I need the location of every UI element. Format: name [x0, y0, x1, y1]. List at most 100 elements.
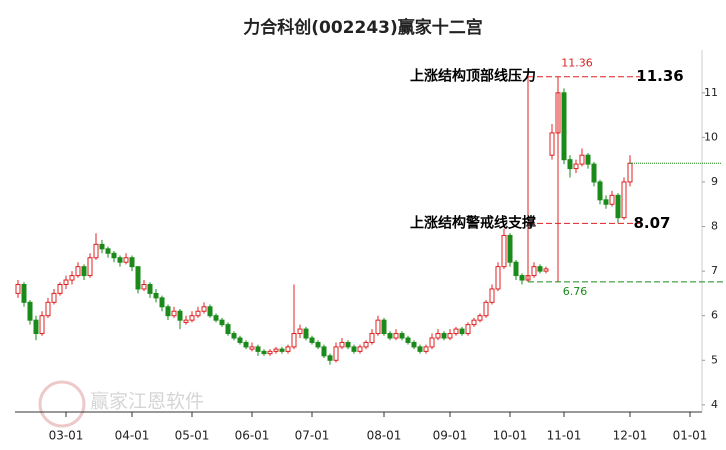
level-value-small: 11.36 [561, 57, 593, 70]
candle-body [459, 328, 465, 335]
candle-body [519, 275, 525, 281]
candle-body [591, 163, 597, 183]
candle-body [249, 346, 255, 350]
candle-body [351, 346, 357, 352]
candle-body [441, 333, 447, 339]
candle-body [183, 319, 189, 323]
y-tick-label: 6 [711, 309, 718, 322]
level-label: 上涨结构顶部线压力 [410, 68, 536, 85]
x-tick-label: 11-01 [547, 429, 582, 443]
candle-body [165, 306, 171, 317]
candle-body [609, 194, 615, 205]
candle-body [621, 181, 627, 219]
candle-body [135, 266, 141, 290]
candle-body [285, 346, 291, 352]
candle-body [111, 252, 117, 259]
candle-body [219, 319, 225, 326]
candle-body [87, 257, 93, 277]
candle-body [147, 283, 153, 294]
candle-body [453, 328, 459, 335]
candle-body [411, 341, 417, 348]
candle-body [231, 333, 237, 339]
candle-body [501, 234, 507, 268]
candle-body [141, 283, 147, 290]
candle-body [579, 154, 585, 165]
candle-body [261, 350, 267, 355]
candle-body [207, 306, 213, 317]
candle-body [447, 333, 453, 339]
candle-body [345, 341, 351, 348]
candle-body [369, 333, 375, 343]
candle-body [339, 341, 345, 348]
candle-body [267, 350, 273, 355]
candle-body [585, 154, 591, 165]
candle-body [393, 333, 399, 339]
y-tick-label: 5 [711, 353, 718, 366]
candle-body [201, 306, 207, 312]
candle-body [291, 333, 297, 348]
x-tick-label: 03-01 [49, 429, 84, 443]
candle-body [597, 181, 603, 201]
candle-body [27, 301, 33, 321]
candle-body [549, 132, 555, 156]
x-tick-label: 05-01 [175, 429, 210, 443]
candle-body [81, 266, 87, 277]
candle-body [543, 268, 549, 272]
candle-body [321, 346, 327, 357]
candle-body [45, 301, 51, 317]
candle-body [129, 257, 135, 268]
x-tick-label: 04-01 [115, 429, 150, 443]
y-tick-label: 8 [711, 220, 718, 233]
candle-body [561, 92, 567, 161]
candle-body [273, 348, 279, 352]
candle-body [387, 333, 393, 339]
candle-body [297, 328, 303, 335]
watermark: 赢家江恩软件 [38, 380, 204, 428]
candle-body [477, 315, 483, 321]
chart-title: 力合科创(002243)赢家十二宫 [243, 17, 483, 38]
y-tick-label: 4 [711, 398, 718, 411]
candle-body [57, 283, 63, 294]
x-tick-label: 06-01 [235, 429, 270, 443]
candle-body [237, 337, 243, 343]
watermark-text: 赢家江恩软件 [90, 391, 204, 413]
candle-body [21, 283, 27, 303]
candle-body [315, 341, 321, 348]
candle-body [405, 337, 411, 343]
candle-body [489, 288, 495, 303]
candle-body [495, 266, 501, 290]
candle-body [123, 257, 129, 263]
candle-body [399, 333, 405, 339]
candle-body [243, 341, 249, 348]
candle-body [213, 315, 219, 321]
x-tick-label: 10-01 [493, 429, 528, 443]
candle-body [507, 234, 513, 263]
candle-body [33, 319, 39, 335]
candle-body [105, 248, 111, 254]
candle-body [429, 337, 435, 348]
candle-body [381, 319, 387, 335]
x-tick-label: 01-01 [673, 429, 708, 443]
candle-body [177, 310, 183, 321]
candle-body [363, 341, 369, 348]
watermark-logo [38, 380, 86, 428]
candle-body [435, 333, 441, 339]
candle-body [531, 266, 537, 277]
candle-body [69, 275, 75, 281]
candle-body [537, 266, 543, 272]
candle-body [171, 310, 177, 317]
candle-body [417, 346, 423, 352]
x-tick-label: 08-01 [367, 429, 402, 443]
candle-body [159, 297, 165, 308]
level-value-small: 6.76 [563, 285, 588, 298]
level-value: 11.36 [636, 67, 683, 85]
candle-body [279, 348, 285, 352]
candle-body [195, 310, 201, 317]
x-tick-label: 12-01 [613, 429, 648, 443]
candle-body [357, 346, 363, 352]
candle-body [39, 315, 45, 335]
candle-body [327, 355, 333, 361]
candle-body [513, 261, 519, 277]
candle-body [483, 301, 489, 317]
